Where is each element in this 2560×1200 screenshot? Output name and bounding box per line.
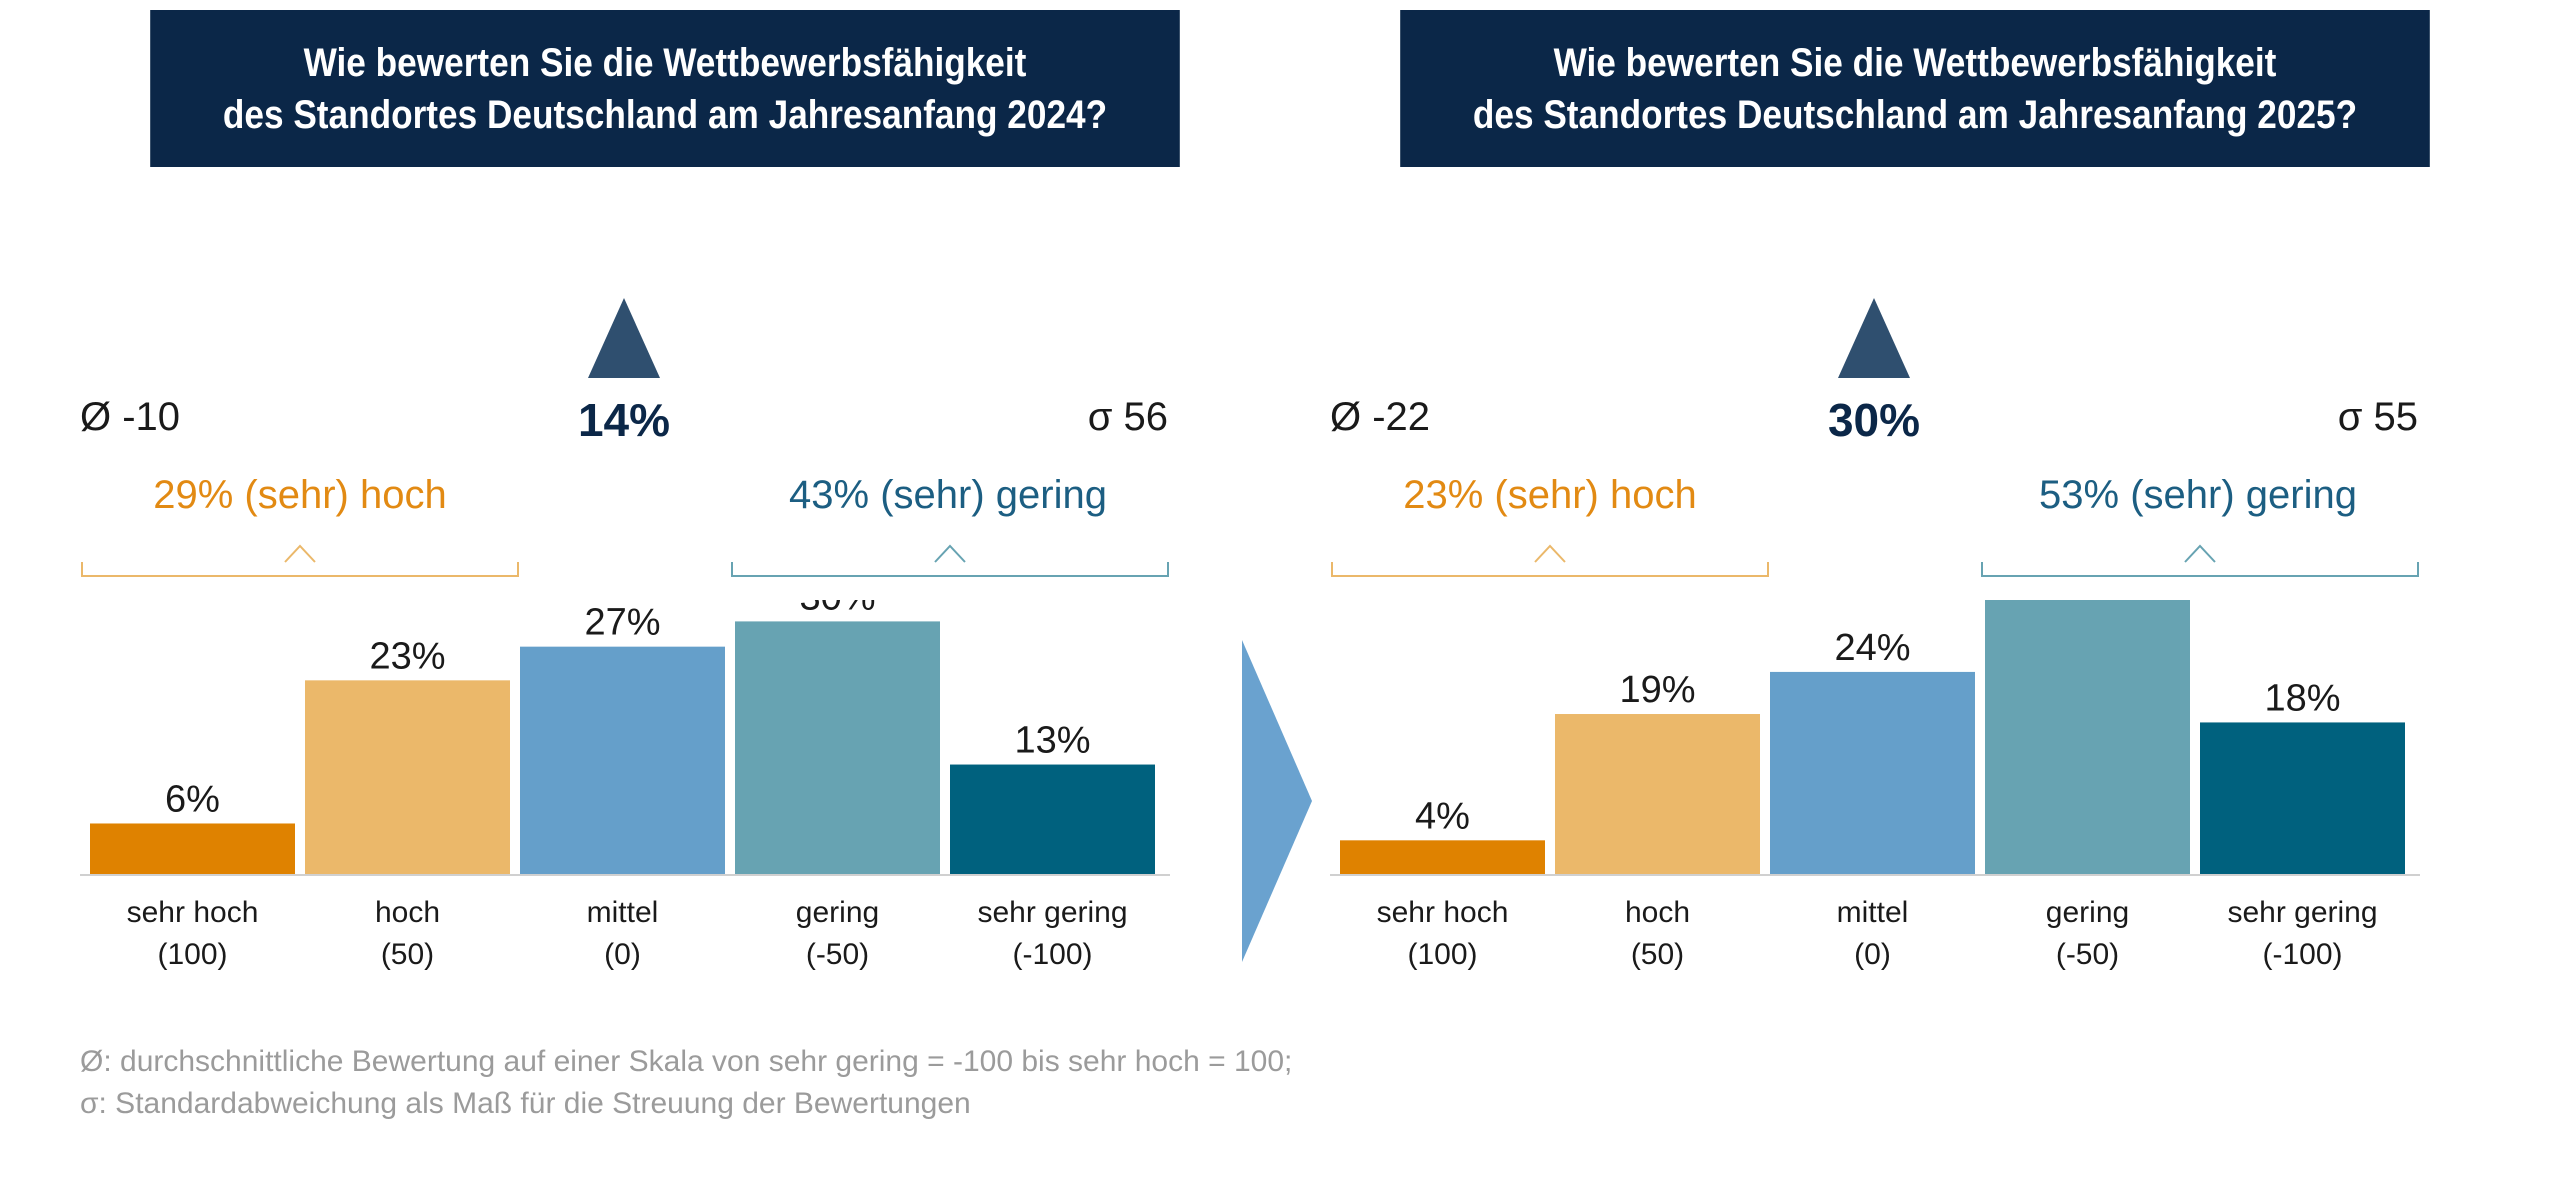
category-score-label: (-50) (806, 938, 869, 971)
category-score-label: (100) (1407, 938, 1477, 971)
category-label: gering (796, 896, 879, 929)
category-label: sehr hoch (1377, 896, 1509, 929)
bar (520, 646, 725, 874)
bar (2200, 722, 2405, 874)
triangle-indicator (1838, 298, 1910, 378)
bar-chart-2024: 6% sehr hoch (100) 23% hoch (50) 27% mittel (0) 3… (80, 600, 1170, 971)
footnote-sigma: σ: Standardabweichung als Maß für die St… (80, 1087, 971, 1120)
high-group-label: 29% (sehr) hoch (153, 473, 447, 517)
data-label: 24% (1834, 627, 1910, 669)
category-score-label: (100) (157, 938, 227, 971)
sigma-label: σ 56 (1087, 395, 1168, 439)
data-label: 4% (1415, 795, 1470, 837)
average-label: Ø -22 (1330, 395, 1431, 439)
category-label: gering (2046, 896, 2129, 929)
data-label: 23% (369, 635, 445, 677)
low-group-label: 43% (sehr) gering (789, 473, 1107, 517)
panel-header-2025: Wie bewerten Sie die Wettbewerbsfähigkei… (1400, 10, 2430, 167)
category-score-label: (50) (381, 938, 434, 971)
high-group-bracket (1331, 544, 2419, 577)
data-label: 18% (2264, 677, 2340, 719)
category-score-label: (0) (1854, 938, 1891, 971)
category-label: sehr hoch (127, 896, 259, 929)
bar (950, 764, 1155, 874)
data-label: 19% (1619, 669, 1695, 711)
category-label: mittel (1837, 896, 1909, 929)
category-score-label: (-50) (2056, 938, 2119, 971)
arrow-right-icon (1242, 640, 1312, 962)
average-label: Ø -10 (80, 395, 181, 439)
center-percent: 30% (1827, 394, 1921, 446)
data-label: 6% (165, 778, 220, 820)
panel-2025: Wie bewerten Sie die Wettbewerbsfähigkei… (1330, 0, 2500, 1000)
center-percent: 14% (577, 394, 671, 446)
panel-header-2024: Wie bewerten Sie die Wettbewerbsfähigkei… (150, 10, 1180, 167)
category-label: hoch (375, 896, 440, 929)
data-label: 27% (584, 602, 660, 644)
data-label: 30% (799, 600, 875, 618)
category-score-label: (-100) (1012, 938, 1092, 971)
bar (1340, 840, 1545, 874)
category-label: mittel (587, 896, 659, 929)
data-label: 13% (1014, 720, 1090, 762)
category-score-label: (0) (604, 938, 641, 971)
low-group-label: 53% (sehr) gering (2039, 473, 2357, 517)
bar (1555, 714, 1760, 874)
category-label: sehr gering (977, 896, 1127, 929)
bar-chart-2025: 4%sehr hoch(100)19%hoch(50)24%mittel(0)3… (1330, 600, 2420, 971)
bar (90, 823, 295, 874)
bar (735, 621, 940, 874)
high-group-bracket (81, 544, 1169, 577)
high-group-label: 23% (sehr) hoch (1403, 473, 1697, 517)
category-label: hoch (1625, 896, 1690, 929)
bar (1985, 600, 2190, 874)
panel-2024: Wie bewerten Sie die Wettbewerbsfähigkei… (80, 0, 1250, 1000)
category-score-label: (50) (1631, 938, 1684, 971)
footnote-average: Ø: durchschnittliche Bewertung auf einer… (80, 1045, 1293, 1078)
category-score-label: (-100) (2262, 938, 2342, 971)
category-label: sehr gering (2227, 896, 2377, 929)
bar (305, 680, 510, 874)
bar (1770, 671, 1975, 874)
header-line-1: Wie bewerten Sie die Wettbewerbsfähigkei… (1553, 40, 2277, 85)
header-line-2: des Standortes Deutschland am Jahresanfa… (1472, 92, 2358, 137)
triangle-indicator (588, 298, 660, 378)
sigma-label: σ 55 (2337, 395, 2418, 439)
header-line-1: Wie bewerten Sie die Wettbewerbsfähigkei… (303, 40, 1027, 85)
header-line-2: des Standortes Deutschland am Jahresanfa… (222, 92, 1108, 137)
